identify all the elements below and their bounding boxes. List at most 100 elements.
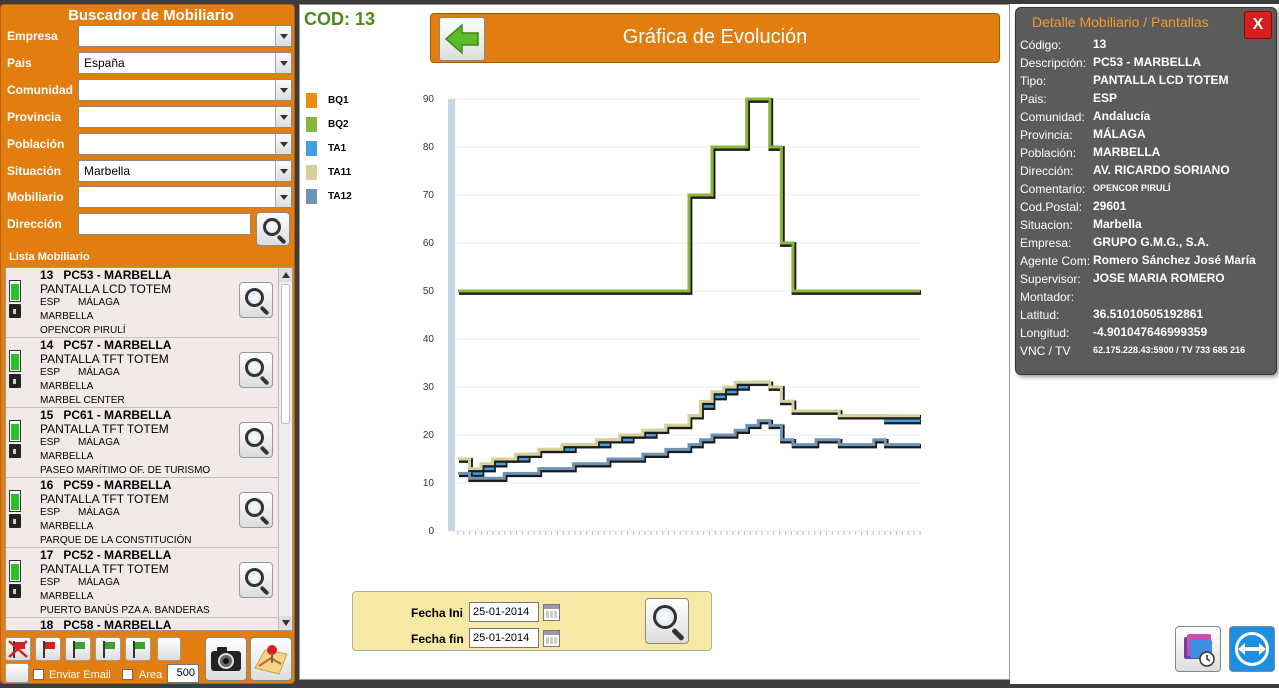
flag-filter-button[interactable]	[65, 637, 91, 661]
filter-label: Pais	[7, 56, 32, 70]
chart-title: Gráfica de Evolución	[622, 26, 808, 48]
y-tick-label: 20	[423, 430, 435, 441]
code-label: COD: 13	[304, 9, 376, 29]
y-tick-label: 10	[423, 478, 435, 489]
camera-button[interactable]	[205, 637, 247, 681]
blank-button[interactable]	[5, 663, 29, 683]
series-line	[458, 419, 920, 480]
y-tick-label: 60	[423, 238, 435, 249]
list-item[interactable]: 14 PC57 - MARBELLA PANTALLA TFT TOTEM ES…	[6, 338, 278, 408]
list-item[interactable]: 15 PC61 - MARBELLA PANTALLA TFT TOTEM ES…	[6, 408, 278, 478]
detail-value: Andalucía	[1093, 109, 1151, 123]
device-icon	[9, 304, 21, 318]
filter-situacion: Situación Marbella	[5, 160, 293, 184]
remote-access-button[interactable]	[1229, 626, 1275, 672]
list-item[interactable]: 16 PC59 - MARBELLA PANTALLA TFT TOTEM ES…	[6, 478, 278, 548]
legend-swatch	[306, 117, 317, 132]
flag-filter-button[interactable]	[125, 637, 151, 661]
detail-key: Supervisor:	[1020, 272, 1081, 286]
fecha-ini-input[interactable]: 25-01-2014	[469, 602, 539, 622]
y-tick-label: 50	[423, 286, 435, 297]
chevron-down-icon[interactable]	[275, 80, 291, 100]
search-panel: Buscador de Mobiliario Empresa Pais Espa…	[0, 4, 295, 684]
detail-row: Supervisor: JOSE MARIA ROMERO	[1020, 270, 1275, 286]
detail-value: 29601	[1093, 199, 1127, 213]
line-chart: 0 10 20 30 40 50 60 70 80 90	[423, 94, 921, 537]
list-item[interactable]: 18 PC58 - MARBELLA	[6, 618, 278, 630]
direccion-input[interactable]	[78, 213, 251, 235]
back-button[interactable]	[439, 17, 485, 61]
detail-key: Descripción:	[1020, 56, 1087, 70]
email-checkbox[interactable]	[33, 669, 44, 680]
chevron-down-icon[interactable]	[275, 53, 291, 73]
mobiliario-select[interactable]	[78, 186, 292, 208]
detail-value: 62.175.228.43:5900 / TV 733 685 216	[1093, 345, 1246, 355]
panel-title: Buscador de Mobiliario	[68, 7, 234, 24]
legend-swatch	[306, 189, 317, 204]
filter-comunidad: Comunidad	[5, 79, 293, 103]
view-button[interactable]	[239, 492, 273, 528]
device-icon	[9, 444, 21, 458]
chevron-down-icon[interactable]	[275, 187, 291, 207]
map-button[interactable]	[250, 637, 292, 681]
detail-row: Cod.Postal: 29601	[1020, 198, 1275, 214]
pais-select[interactable]: España	[78, 52, 292, 74]
flag-filter-button[interactable]	[5, 637, 31, 661]
chevron-down-icon[interactable]	[275, 26, 291, 46]
calendar-icon[interactable]	[543, 604, 560, 621]
chevron-down-icon[interactable]	[275, 161, 291, 181]
area-checkbox[interactable]	[122, 669, 133, 680]
detail-value: 13	[1093, 37, 1107, 51]
detail-key: Comentario:	[1020, 182, 1086, 196]
scroll-thumb[interactable]	[281, 284, 290, 424]
view-button[interactable]	[239, 562, 273, 598]
view-button[interactable]	[239, 422, 273, 458]
fecha-fin-input[interactable]: 25-01-2014	[469, 628, 539, 648]
view-button[interactable]	[239, 282, 273, 318]
list-scrollbar[interactable]	[278, 268, 292, 630]
battery-icon	[9, 560, 21, 582]
close-button[interactable]: X	[1244, 11, 1272, 39]
empresa-select[interactable]	[78, 25, 292, 47]
folder-history-button[interactable]	[1175, 626, 1221, 672]
calendar-icon[interactable]	[543, 630, 560, 647]
detail-value: 36.51010505192861	[1093, 307, 1204, 321]
detail-row: Longitud: -4.901047646999359	[1020, 324, 1275, 340]
detail-row: Provincia: MÁLAGA	[1020, 126, 1275, 142]
legend-item: BQ2	[306, 117, 426, 133]
series-shadow	[459, 381, 921, 473]
map-pin-icon	[254, 645, 288, 675]
flag-filter-button[interactable]	[95, 637, 121, 661]
chevron-down-icon[interactable]	[275, 107, 291, 127]
detail-key: Población:	[1020, 146, 1077, 160]
detail-row: Descripción: PC53 - MARBELLA	[1020, 54, 1275, 70]
date-search-button[interactable]	[645, 598, 689, 644]
device-icon	[9, 374, 21, 388]
chevron-down-icon[interactable]	[275, 134, 291, 154]
chart-header: Gráfica de Evolución	[430, 13, 1000, 63]
provincia-select[interactable]	[78, 106, 292, 128]
scroll-down-icon[interactable]	[279, 616, 292, 630]
filter-label: Provincia	[7, 110, 62, 124]
blank-button[interactable]	[157, 637, 181, 661]
legend-label: BQ2	[328, 119, 349, 130]
scroll-up-icon[interactable]	[279, 268, 292, 282]
detail-row: Empresa: GRUPO G.M.G., S.A.	[1020, 234, 1275, 250]
search-button[interactable]	[256, 212, 290, 246]
list-item[interactable]: 13 PC53 - MARBELLA PANTALLA LCD TOTEM ES…	[6, 268, 278, 338]
flag-filter-button[interactable]	[35, 637, 61, 661]
view-button[interactable]	[239, 352, 273, 388]
list-item[interactable]: 17 PC52 - MARBELLA PANTALLA TFT TOTEM ES…	[6, 548, 278, 618]
detail-row: Dirección: AV. RICARDO SORIANO	[1020, 162, 1275, 178]
detail-row: Montador:	[1020, 288, 1275, 304]
poblacion-select[interactable]	[78, 133, 292, 155]
detail-row: Código: 13	[1020, 36, 1275, 52]
detail-key: Situacion:	[1020, 218, 1073, 232]
comunidad-select[interactable]	[78, 79, 292, 101]
detail-key: VNC / TV	[1020, 344, 1071, 358]
detail-key: Comunidad:	[1020, 110, 1085, 124]
series-shadow	[459, 381, 921, 478]
detail-key: Dirección:	[1020, 164, 1074, 178]
situacion-select[interactable]: Marbella	[78, 160, 292, 182]
area-input[interactable]: 500	[167, 664, 199, 683]
